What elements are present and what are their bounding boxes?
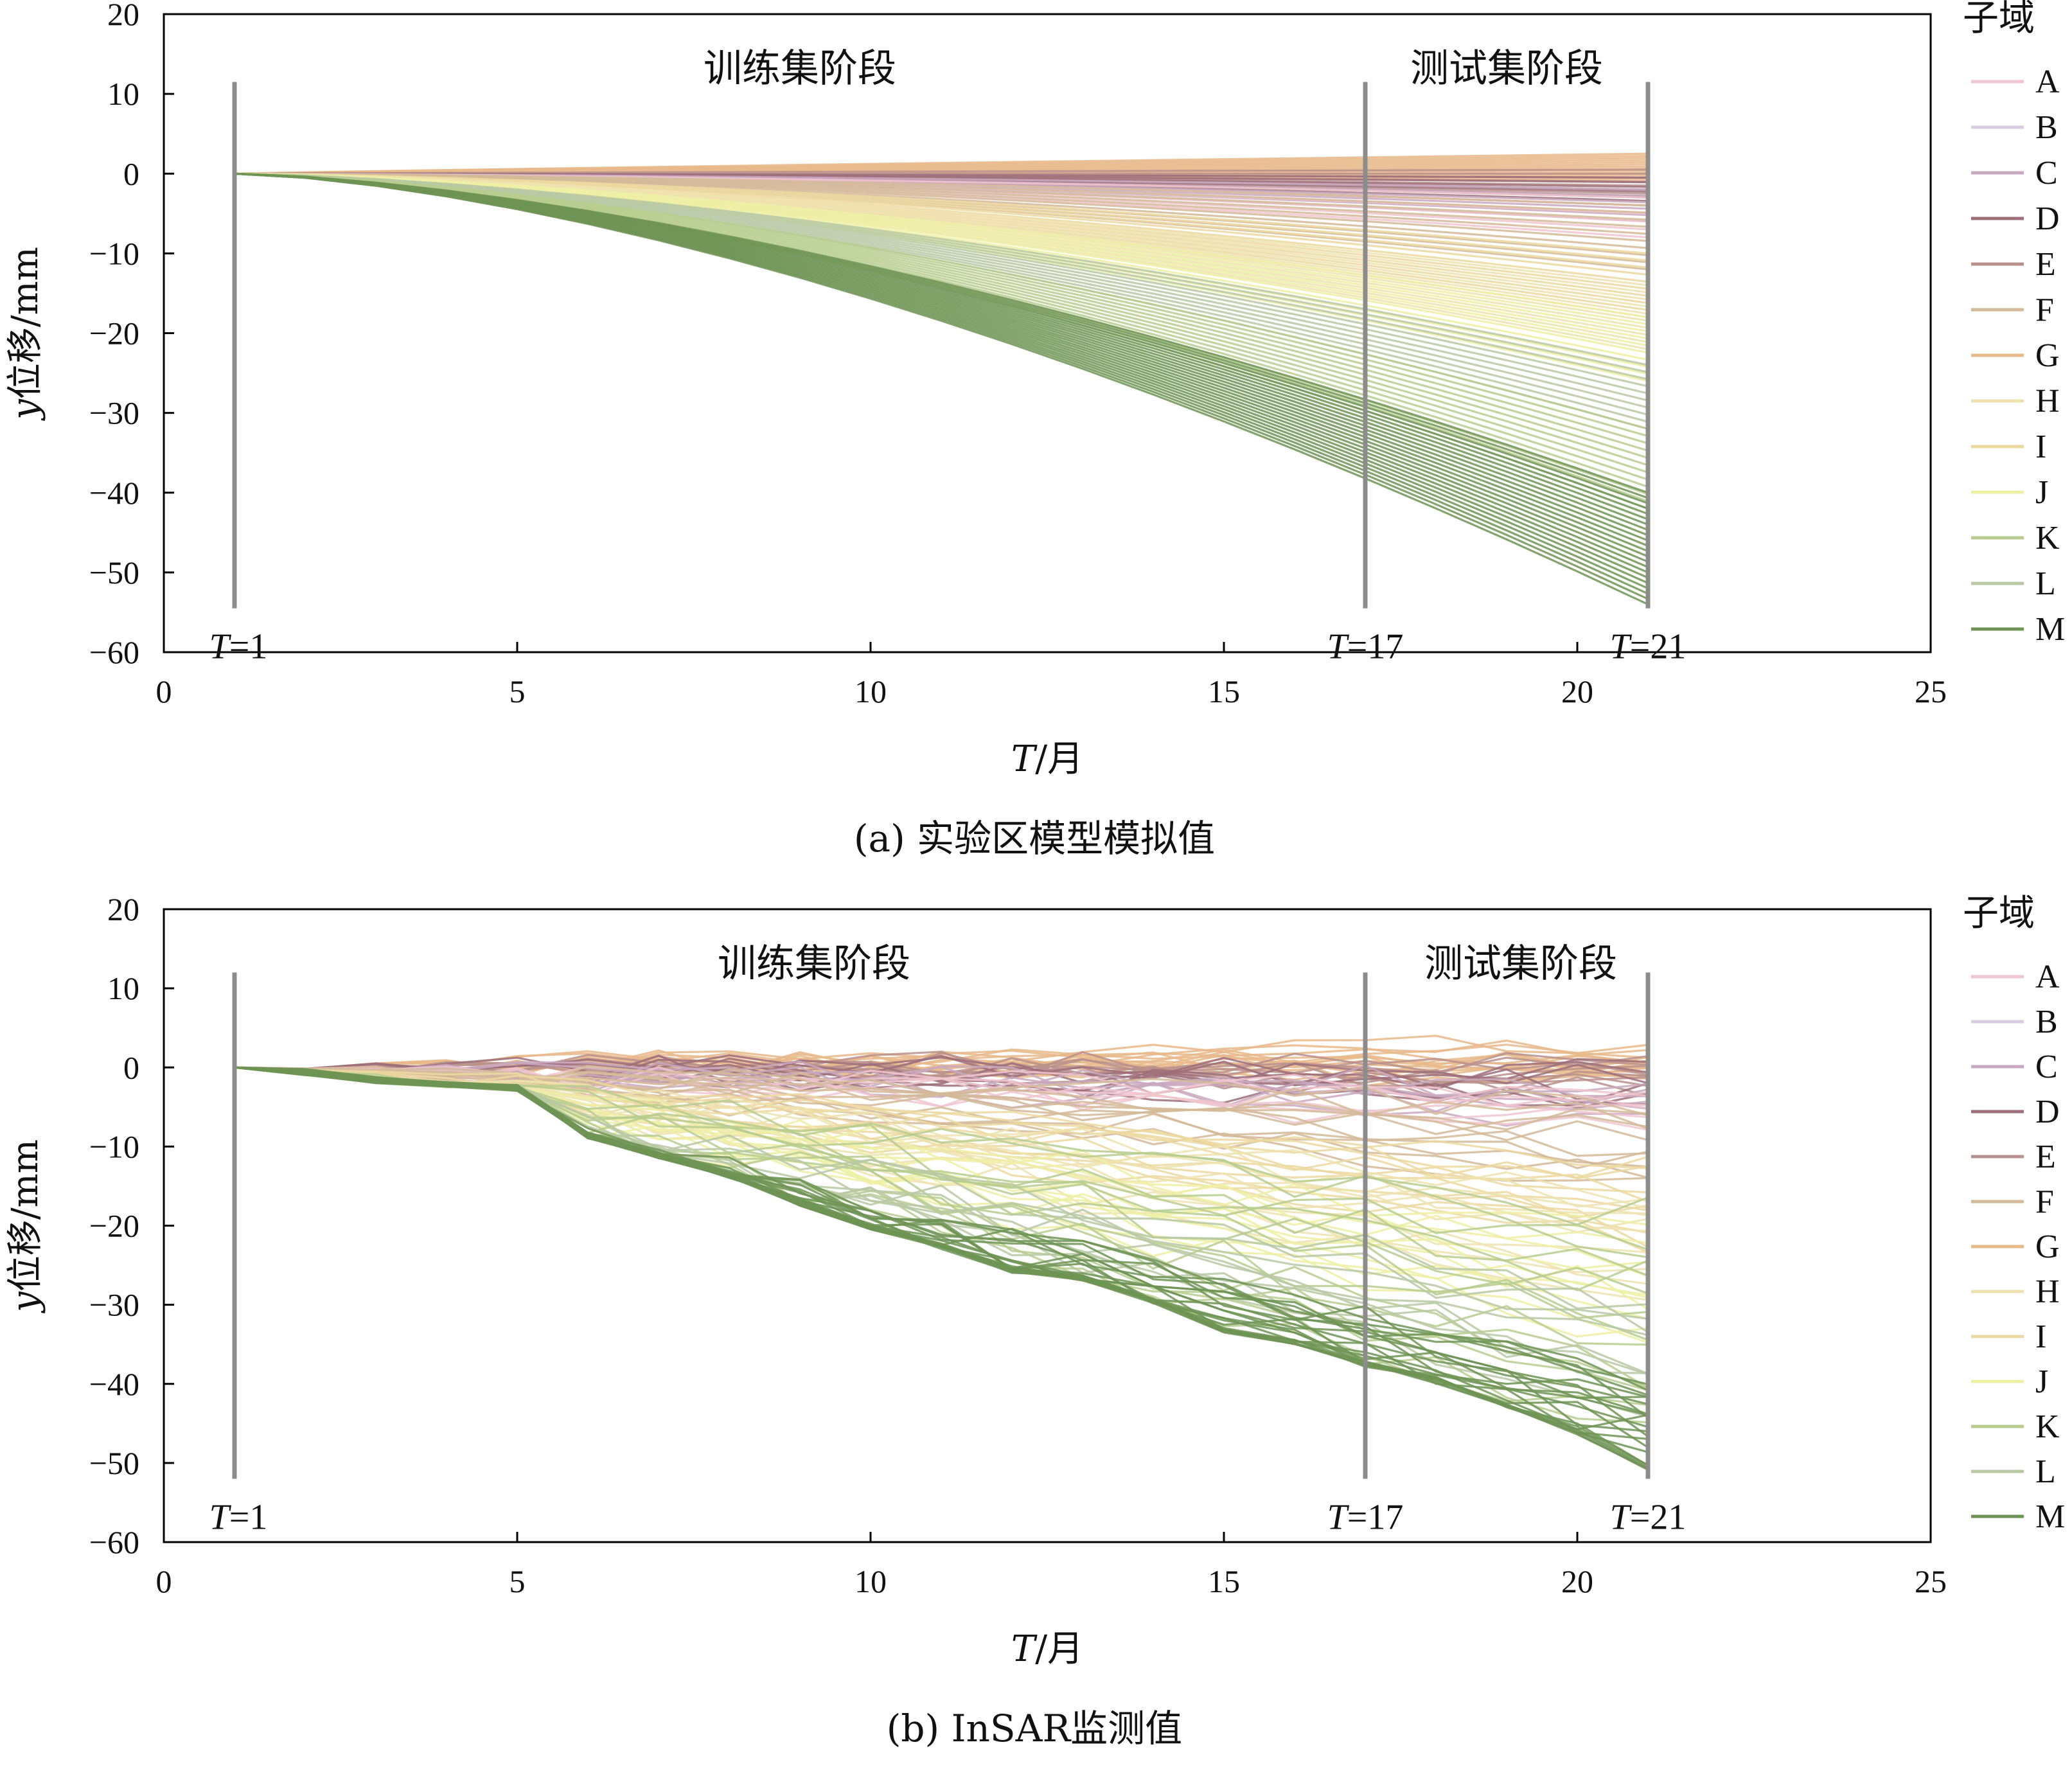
x-tick-label: 20: [1561, 673, 1593, 709]
y-tick-label: −10: [89, 1128, 139, 1164]
x-tick-label: 5: [509, 673, 526, 709]
legend-label-C: C: [2035, 1049, 2058, 1085]
legend-label-B: B: [2035, 1004, 2058, 1040]
y-tick-label: −20: [89, 1208, 139, 1244]
x-axis-title: T/月: [1011, 1628, 1083, 1670]
legend-label-L: L: [2035, 565, 2056, 602]
legend-label-F: F: [2035, 292, 2054, 328]
marker-label-t17: T=17: [1327, 627, 1404, 667]
marker-layer: [232, 972, 1651, 1479]
series-line-M: [233, 1066, 1649, 1470]
series-line-E: [233, 1062, 1649, 1095]
legend-label-K: K: [2035, 520, 2060, 556]
x-tick-label: 15: [1208, 673, 1240, 709]
legend-label-M: M: [2035, 1498, 2065, 1535]
legend-label-I: I: [2035, 429, 2046, 465]
marker-label-t21: T=21: [1610, 1498, 1687, 1538]
x-tick-label: 10: [854, 1563, 887, 1599]
legend-label-K: K: [2035, 1408, 2060, 1445]
legend-label-H: H: [2035, 1274, 2060, 1310]
marker-label-t1: T=1: [209, 627, 268, 667]
x-tick-label: 15: [1208, 1563, 1240, 1599]
legend-label-G: G: [2035, 337, 2060, 374]
series-line-E: [233, 1058, 1649, 1092]
series-line-K: [233, 1066, 1649, 1389]
phase-label-testing: 测试集阶段: [1410, 46, 1603, 91]
series-line-M: [233, 172, 1649, 606]
legend-label-L: L: [2035, 1453, 2056, 1490]
legend-label-F: F: [2035, 1184, 2054, 1220]
phase-label-training: 训练集阶段: [704, 46, 896, 91]
legend-title: 子域: [1963, 0, 2035, 39]
marker-layer: [232, 82, 1651, 608]
x-tick-label: 10: [854, 673, 887, 709]
y-axis-title: y位移/mm: [4, 247, 46, 422]
legend-label-G: G: [2035, 1229, 2060, 1265]
series-line-K: [233, 1066, 1649, 1389]
legend-label-D: D: [2035, 200, 2060, 237]
legend-label-A: A: [2035, 64, 2060, 100]
y-tick-label: 20: [107, 891, 139, 927]
y-tick-label: 10: [107, 76, 139, 112]
series-line-L: [233, 1066, 1649, 1418]
legend-label-I: I: [2035, 1319, 2046, 1355]
y-tick-label: 10: [107, 970, 139, 1006]
y-tick-label: −50: [89, 1445, 139, 1481]
series-line-M: [233, 1066, 1649, 1470]
y-tick-label: −60: [89, 634, 139, 670]
marker-label-t21: T=21: [1610, 627, 1687, 667]
y-tick-label: 0: [123, 155, 139, 191]
legend-label-M: M: [2035, 611, 2065, 648]
phase-label-training: 训练集阶段: [718, 941, 910, 986]
y-tick-label: −60: [89, 1524, 139, 1560]
caption: (a) 实验区模型模拟值: [854, 817, 1215, 860]
x-tick-label: 25: [1915, 673, 1947, 709]
x-tick-label: 25: [1915, 1563, 1947, 1599]
y-tick-label: −40: [89, 1366, 139, 1402]
y-tick-label: −40: [89, 475, 139, 511]
marker-label-t17: T=17: [1327, 1498, 1404, 1538]
y-tick-label: −30: [89, 1287, 139, 1323]
series-line-M: [233, 1066, 1649, 1453]
x-tick-label: 0: [156, 1563, 172, 1599]
y-tick-label: −50: [89, 555, 139, 590]
legend-label-H: H: [2035, 383, 2060, 420]
legend-label-C: C: [2035, 155, 2058, 191]
legend-label-J: J: [2035, 1363, 2048, 1400]
legend-title: 子域: [1963, 892, 2035, 934]
series-line-D: [233, 1056, 1649, 1092]
legend-label-E: E: [2035, 246, 2056, 283]
x-tick-label: 0: [156, 673, 172, 709]
plot-frame: [163, 908, 1932, 1543]
series-layer: [233, 152, 1649, 606]
y-tick-label: 20: [107, 0, 139, 32]
legend-label-E: E: [2035, 1139, 2056, 1175]
x-axis-title: T/月: [1011, 738, 1083, 780]
tick-layer: 0 5 10 15 20 25 20 10 0 −10 −20 −30 −40 −50 −60: [89, 891, 1947, 1599]
legend-label-D: D: [2035, 1094, 2060, 1130]
caption: (b) InSAR监测值: [887, 1707, 1182, 1750]
legend-label-J: J: [2035, 474, 2048, 511]
legend-label-A: A: [2035, 959, 2060, 995]
legend-label-B: B: [2035, 109, 2058, 146]
marker-label-t1: T=1: [209, 1498, 268, 1538]
series-layer: [233, 1034, 1649, 1471]
x-tick-label: 5: [509, 1563, 526, 1599]
y-tick-label: 0: [123, 1049, 139, 1085]
y-tick-label: −10: [89, 235, 139, 271]
y-tick-label: −20: [89, 315, 139, 351]
x-tick-label: 20: [1561, 1563, 1593, 1599]
tick-layer: 0 5 10 15 20 25 20 10 0 −10 −20 −30 −40 −50 −60: [89, 0, 1947, 709]
phase-label-testing: 测试集阶段: [1424, 941, 1617, 986]
y-axis-title: y位移/mm: [4, 1139, 46, 1314]
y-tick-label: −30: [89, 395, 139, 431]
